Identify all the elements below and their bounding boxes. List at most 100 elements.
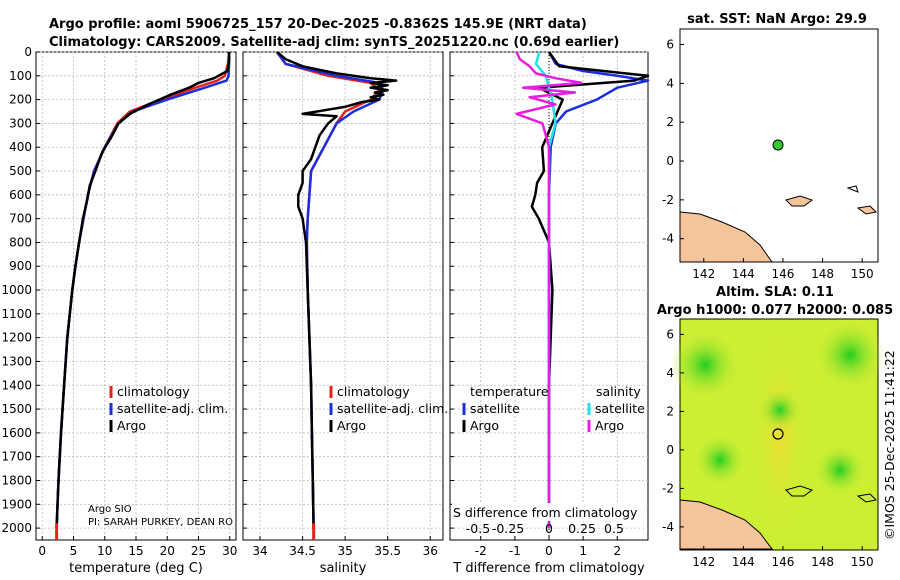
s-diff-tick-label: 0: [545, 521, 553, 536]
sla-island-manus: [785, 485, 814, 497]
legend-argo: Argo: [117, 418, 146, 433]
depth-tick-label: 1400: [1, 378, 32, 392]
sst-map-ytick-label: 2: [666, 115, 674, 129]
difference-legend: temperature salinity satellite Argo sate…: [462, 384, 645, 433]
legend-temp-argo: Argo: [470, 418, 499, 433]
sst-land-newguinea: [679, 211, 773, 263]
sla-map-ytick-label: -2: [662, 481, 674, 495]
annotation-line2: PI: SARAH PURKEY, DEAN RO: [88, 517, 233, 528]
legend-argo-sal: Argo: [337, 418, 366, 433]
depth-tick-label: 600: [9, 188, 32, 202]
figure-title-line1: Argo profile: aoml 5906725_157 20-Dec-20…: [49, 17, 587, 32]
sla-map-ytick-label: 4: [666, 366, 674, 380]
sla-float-marker: [772, 428, 784, 440]
sst-map-title: sat. SST: NaN Argo: 29.9: [687, 12, 867, 27]
difference-xtick-label: 2: [613, 544, 621, 558]
sla-map-title2: Argo h1000: 0.077 h2000: 0.085: [657, 303, 893, 318]
sla-island-east: [856, 493, 878, 503]
s-diff-tick-label: 0.25: [568, 521, 596, 536]
figure-title-line2: Climatology: CARS2009. Satellite-adj cli…: [49, 35, 619, 50]
temperature-xtick-label: 25: [191, 544, 206, 558]
depth-tick-label: 100: [9, 69, 32, 83]
salinity-xtick-label: 35.5: [374, 544, 401, 558]
legend-satellite-sal: satellite-adj. clim.: [337, 401, 448, 416]
sst-map-xtick-label: 142: [692, 267, 715, 281]
sla-blob-se: [814, 444, 866, 496]
difference-xtick-label: 0: [545, 544, 553, 558]
s-diff-tick-label: 0.5: [604, 521, 624, 536]
annotation-line1: Argo SIO: [88, 504, 132, 515]
sla-land-newguinea: [679, 499, 773, 550]
sla-map-ytick-label: 2: [666, 404, 674, 418]
depth-tick-label: 700: [9, 212, 32, 226]
depth-tick-label: 2000: [1, 521, 32, 535]
legend-climatology-sal: climatology: [337, 384, 410, 399]
depth-tick-label: 500: [9, 164, 32, 178]
sst-islet: [846, 185, 859, 193]
depth-tick-label: 1800: [1, 473, 32, 487]
difference-xtick-label: -2: [475, 544, 487, 558]
legend-climatology: climatology: [117, 384, 190, 399]
difference-profile-series-temperature-argo: [530, 51, 650, 529]
temperature-xtick-label: 0: [38, 544, 46, 558]
sla-map-xtick-label: 144: [732, 555, 755, 569]
sla-positive-band: [750, 320, 810, 549]
depth-tick-label: 1200: [1, 331, 32, 345]
sst-map-ytick-label: 0: [666, 154, 674, 168]
sla-map-xtick-label: 148: [811, 555, 834, 569]
legend-sal-header: salinity: [596, 384, 641, 399]
salinity-panel: [242, 51, 444, 541]
depth-tick-label: 1700: [1, 450, 32, 464]
sla-blob-ne: [815, 320, 885, 390]
salinity-xtick-label: 35: [337, 544, 352, 558]
sla-map-ytick-label: 0: [666, 443, 674, 457]
s-diff-label: S difference from climatology: [453, 505, 638, 520]
legend-satellite: satellite-adj. clim.: [117, 401, 228, 416]
depth-tick-label: 200: [9, 93, 32, 107]
difference-xtick-label: 1: [579, 544, 587, 558]
sla-blob-center: [758, 388, 802, 432]
legend-sal-argo: Argo: [595, 418, 624, 433]
salinity-profile-series-argo: [276, 51, 398, 529]
sla-blob-nw: [670, 330, 740, 400]
sla-map-ytick-label: -4: [662, 520, 674, 534]
sst-map-xtick-label: 148: [811, 267, 834, 281]
s-diff-tick-label: -0.5: [466, 521, 490, 536]
depth-tick-label: 400: [9, 140, 32, 154]
sst-float-marker: [772, 139, 784, 151]
watermark: ©IMOS 25-Dec-2025 11:41:22: [882, 350, 897, 540]
sst-map-xtick-label: 146: [772, 267, 795, 281]
s-diff-label-bg: [452, 503, 646, 521]
difference-xtick-label: -1: [509, 544, 521, 558]
sla-map-ytick-label: 6: [666, 327, 674, 341]
salinity-xtick-label: 36: [423, 544, 438, 558]
depth-tick-label: 1900: [1, 497, 32, 511]
legend-sal-satellite: satellite: [595, 401, 645, 416]
depth-tick-label: 900: [9, 259, 32, 273]
depth-tick-label: 300: [9, 116, 32, 130]
sst-island-east: [856, 205, 878, 215]
difference-profile-series-salinity-satellite: [534, 51, 557, 529]
salinity-legend: climatology satellite-adj. clim. Argo: [329, 384, 448, 433]
sst-map-ytick-label: -2: [662, 193, 674, 207]
temperature-xtick-label: 30: [222, 544, 237, 558]
salinity-xtick-label: 34.5: [289, 544, 316, 558]
sst-map-ytick-label: 6: [666, 38, 674, 52]
sla-map-xtick-label: 150: [851, 555, 874, 569]
s-diff-tick-label: -0.25: [492, 521, 524, 536]
temperature-xlabel: temperature (deg C): [69, 561, 203, 576]
depth-tick-label: 0: [24, 45, 32, 59]
legend-temp-satellite: satellite: [470, 401, 520, 416]
salinity-xtick-label: 34: [252, 544, 267, 558]
sla-map-xtick-label: 142: [692, 555, 715, 569]
depth-tick-label: 1100: [1, 307, 32, 321]
depth-tick-label: 1000: [1, 283, 32, 297]
temperature-xtick-label: 20: [160, 544, 175, 558]
depth-tick-label: 1600: [1, 426, 32, 440]
difference-xlabel: T difference from climatology: [452, 561, 645, 576]
temperature-xtick-label: 15: [128, 544, 143, 558]
sla-map-title1: Altim. SLA: 0.11: [716, 285, 834, 300]
salinity-xlabel: salinity: [320, 561, 367, 576]
legend-temp-header: temperature: [470, 384, 549, 399]
